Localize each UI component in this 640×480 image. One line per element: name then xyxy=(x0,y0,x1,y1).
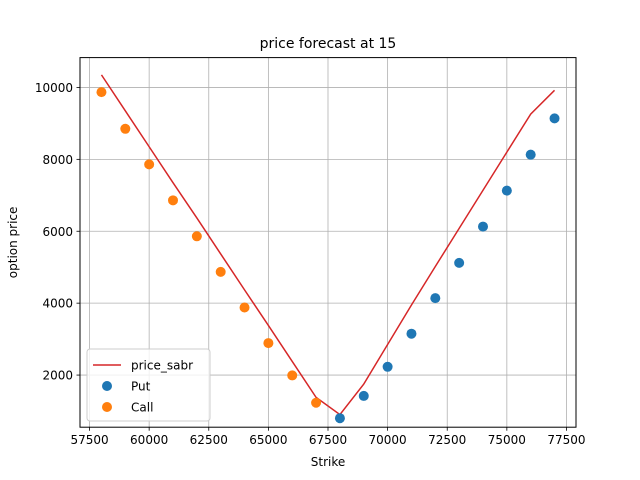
data-point-call xyxy=(215,266,226,277)
data-point-call xyxy=(168,195,178,206)
data-point-put xyxy=(334,413,345,424)
x-tick-label: 77500 xyxy=(547,433,585,447)
grid xyxy=(80,57,576,428)
y-tick-label: 6000 xyxy=(42,225,73,239)
legend-label-price-sabr: price_sabr xyxy=(131,359,193,373)
legend-box xyxy=(86,348,211,422)
x-tick-label: 62500 xyxy=(190,433,228,447)
x-tick-label: 60000 xyxy=(130,433,168,447)
data-point-call xyxy=(311,397,322,408)
chart-title: price forecast at 15 xyxy=(260,36,397,52)
legend: price_sabr Put Call xyxy=(86,348,211,422)
data-point-call xyxy=(263,338,274,349)
y-tick-label: 8000 xyxy=(42,153,73,167)
x-axis-label: Strike xyxy=(311,455,346,469)
legend-label-call: Call xyxy=(131,401,153,415)
data-point-put xyxy=(478,221,488,232)
data-point-call xyxy=(239,302,250,313)
data-point-put xyxy=(358,390,369,401)
data-point-call xyxy=(96,87,107,98)
data-point-put xyxy=(406,328,417,339)
data-point-put xyxy=(454,257,465,268)
y-tick-label: 2000 xyxy=(42,369,73,383)
x-axis: 57500 60000 62500 65000 67500 70000 72500 75000… xyxy=(70,427,586,447)
y-tick-label: 4000 xyxy=(42,297,73,311)
data-point-put xyxy=(430,293,441,304)
x-tick-label: 75000 xyxy=(488,433,526,447)
legend-label-put: Put xyxy=(131,380,151,394)
y-tick-label: 10000 xyxy=(35,81,73,95)
x-tick-label: 57500 xyxy=(70,433,108,447)
data-point-put xyxy=(382,361,393,372)
y-axis-label: option price xyxy=(6,207,20,279)
x-tick-label: 67500 xyxy=(309,433,347,447)
data-point-call xyxy=(144,159,155,170)
legend-marker-call xyxy=(102,402,112,412)
legend-marker-put xyxy=(102,381,112,391)
y-axis: 2000 4000 6000 8000 10000 xyxy=(35,81,80,383)
series-line-price-sabr xyxy=(100,74,556,416)
plot-area xyxy=(96,74,560,424)
data-point-put xyxy=(501,185,512,196)
x-tick-label: 65000 xyxy=(249,433,287,447)
data-point-put xyxy=(549,113,560,124)
data-point-put xyxy=(525,149,536,160)
x-tick-label: 70000 xyxy=(369,433,407,447)
x-tick-label: 72500 xyxy=(428,433,466,447)
data-point-call xyxy=(191,231,202,242)
data-point-call xyxy=(287,370,298,381)
data-point-call xyxy=(120,123,131,134)
